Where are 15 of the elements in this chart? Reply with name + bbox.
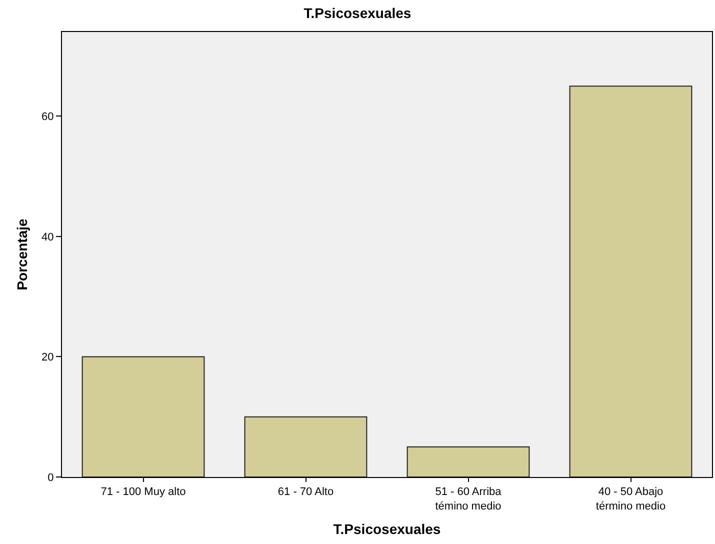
y-tick-label: 40 [42, 231, 54, 244]
bar [82, 356, 205, 477]
bar [569, 86, 692, 477]
x-tick-label: 51 - 60 Arriba témino medio [435, 486, 502, 512]
x-tick-label: 61 - 70 Alto [278, 486, 334, 498]
y-axis-title: Porcentaje [14, 218, 30, 290]
x-axis-title: T.Psicosexuales [333, 520, 441, 537]
bar [244, 416, 368, 477]
chart-title: T.Psicosexuales [304, 4, 412, 21]
y-tick-label: 20 [42, 352, 54, 364]
x-tick-label: 71 - 100 Muy alto [100, 486, 186, 498]
y-tick-label: 0 [48, 472, 54, 484]
bar [406, 446, 530, 477]
x-tick-label: 40 - 50 Abajo término medio [596, 486, 666, 512]
y-tick-label: 60 [42, 111, 54, 124]
